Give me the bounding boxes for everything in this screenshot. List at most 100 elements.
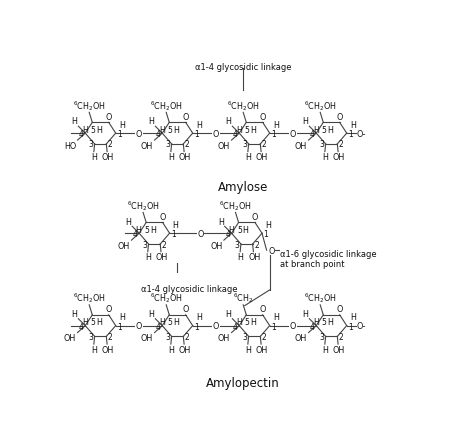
Text: O: O (136, 322, 142, 330)
Text: 3: 3 (235, 240, 239, 249)
Text: 4: 4 (156, 130, 161, 139)
Text: OH: OH (218, 141, 230, 151)
Text: 2: 2 (185, 332, 190, 341)
Text: H: H (196, 120, 201, 129)
Text: 5: 5 (322, 125, 327, 135)
Text: 3: 3 (319, 332, 324, 341)
Text: H: H (322, 153, 328, 162)
Text: OH: OH (118, 241, 130, 250)
Text: H: H (273, 120, 279, 129)
Text: OH: OH (64, 334, 76, 342)
Text: 4: 4 (310, 130, 315, 139)
Text: H: H (119, 312, 125, 321)
Text: HO: HO (64, 141, 76, 151)
Text: H: H (303, 117, 309, 126)
Text: H: H (245, 153, 251, 162)
Text: O: O (159, 212, 166, 221)
Text: O: O (252, 212, 258, 221)
Text: H: H (322, 345, 328, 354)
Text: H: H (226, 309, 232, 318)
Text: 2: 2 (339, 332, 344, 341)
Text: 2: 2 (185, 140, 190, 149)
Text: 3: 3 (319, 140, 324, 149)
Text: 3: 3 (165, 332, 170, 341)
Text: O-: O- (357, 129, 366, 138)
Text: H: H (350, 120, 356, 129)
Text: 2: 2 (254, 240, 259, 249)
Text: H: H (236, 125, 242, 135)
Text: O: O (106, 112, 112, 122)
Text: OH: OH (295, 141, 307, 151)
Text: $^6$CH$_2$OH: $^6$CH$_2$OH (73, 290, 106, 304)
Text: 3: 3 (88, 332, 93, 341)
Text: H: H (196, 312, 201, 321)
Text: H: H (82, 317, 88, 326)
Text: 5: 5 (245, 317, 249, 326)
Text: α1-4 glycosidic linkage: α1-4 glycosidic linkage (141, 284, 237, 293)
Text: 5: 5 (237, 225, 242, 234)
Text: H: H (313, 317, 319, 326)
Text: H: H (218, 217, 224, 226)
Text: 2: 2 (108, 332, 113, 341)
Text: $^6$CH$_2$: $^6$CH$_2$ (233, 290, 254, 304)
Text: OH: OH (102, 153, 114, 162)
Text: α1-4 glycosidic linkage: α1-4 glycosidic linkage (195, 63, 291, 72)
Text: 5: 5 (91, 125, 95, 135)
Text: O: O (259, 305, 266, 314)
Text: 1: 1 (194, 130, 199, 139)
Text: 4: 4 (225, 230, 230, 239)
Text: O: O (290, 129, 296, 138)
Text: H: H (119, 120, 125, 129)
Text: OH: OH (179, 345, 191, 354)
Text: H: H (173, 220, 179, 229)
Text: 1: 1 (171, 230, 176, 239)
Text: H: H (72, 309, 78, 318)
Text: H: H (159, 125, 164, 135)
Text: OH: OH (248, 253, 260, 262)
Text: OH: OH (141, 141, 153, 151)
Text: 4: 4 (79, 130, 84, 139)
Text: H: H (327, 125, 333, 135)
Text: $^6$CH$_2$OH: $^6$CH$_2$OH (304, 99, 337, 112)
Text: O: O (136, 129, 142, 138)
Text: $^6$CH$_2$OH: $^6$CH$_2$OH (150, 290, 182, 304)
Text: H: H (173, 125, 179, 135)
Text: H: H (250, 125, 256, 135)
Text: O: O (213, 322, 219, 330)
Text: H: H (237, 253, 243, 262)
Text: 4: 4 (233, 322, 238, 331)
Text: OH: OH (210, 241, 222, 250)
Text: H: H (250, 317, 256, 326)
Text: H: H (350, 312, 356, 321)
Text: 1: 1 (348, 322, 353, 331)
Text: Amylose: Amylose (218, 181, 268, 193)
Text: Amylopectin: Amylopectin (206, 376, 280, 389)
Text: H: H (149, 309, 155, 318)
Text: 1: 1 (264, 230, 268, 239)
Text: 2: 2 (262, 332, 266, 341)
Text: H: H (327, 317, 333, 326)
Text: H: H (82, 125, 88, 135)
Text: 1: 1 (348, 130, 353, 139)
Text: 3: 3 (242, 140, 247, 149)
Text: O: O (290, 322, 296, 330)
Text: H: H (173, 317, 179, 326)
Text: 1: 1 (117, 130, 122, 139)
Text: 1: 1 (194, 322, 199, 331)
Text: 4: 4 (233, 130, 238, 139)
Text: H: H (242, 225, 248, 234)
Text: OH: OH (218, 334, 230, 342)
Text: H: H (91, 153, 97, 162)
Text: OH: OH (333, 153, 345, 162)
Text: O: O (197, 229, 204, 238)
Text: 1: 1 (271, 130, 276, 139)
Text: O: O (106, 305, 112, 314)
Text: 2: 2 (339, 140, 344, 149)
Text: $^6$CH$_2$OH: $^6$CH$_2$OH (150, 99, 182, 112)
Text: 5: 5 (245, 125, 249, 135)
Text: $^6$CH$_2$OH: $^6$CH$_2$OH (304, 290, 337, 304)
Text: 5: 5 (168, 125, 173, 135)
Text: 3: 3 (242, 332, 247, 341)
Text: 3: 3 (165, 140, 170, 149)
Text: OH: OH (155, 253, 168, 262)
